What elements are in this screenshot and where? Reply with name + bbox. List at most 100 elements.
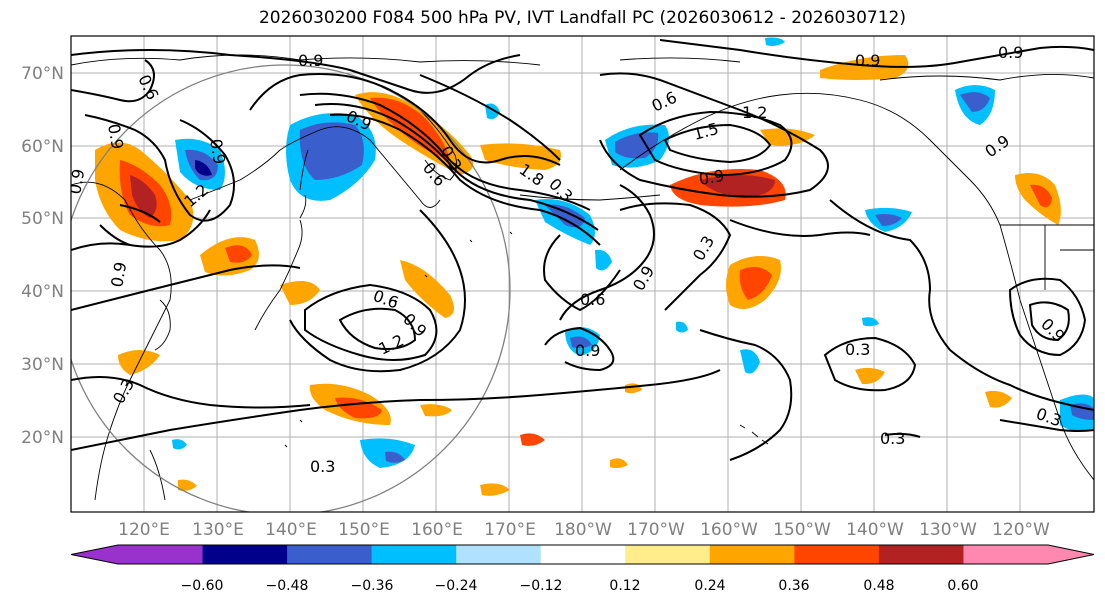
colorbar [70,544,1095,565]
contour-line [84,114,235,222]
lat-tick: 20°N [21,428,64,448]
contour-label: 0.9 [575,341,600,360]
contour-line [699,329,793,461]
shade-pos [335,397,382,419]
contour-line [638,110,793,177]
lon-tick: 170°W [627,520,685,540]
colorbar-tick: −0.24 [435,578,478,594]
coastlines [71,54,1094,501]
contour-label: 0.9 [65,167,88,195]
coast-russia-east [189,126,441,208]
colorbar-tick: −0.60 [181,578,224,594]
shade-pos [985,390,1012,408]
shade-pos [225,245,252,263]
contour-line [544,326,615,372]
contour-label: 0.9 [298,51,323,70]
colorbar-tick: −0.36 [351,578,394,594]
colorbar-extend-low [71,545,118,564]
range-circle [71,64,511,512]
coast-islands [284,231,513,448]
lon-tick: 140°W [846,520,904,540]
lon-tick: 160°W [700,520,758,540]
contour-line [71,59,155,103]
shade-pos [855,367,885,385]
colorbar-tick: 0.12 [609,578,640,594]
colorbar-bin [118,545,204,564]
shade-neg [875,214,902,226]
lon-tick: 130°E [192,520,244,540]
contour-line [823,336,917,392]
lon-tick: 180°W [554,520,612,540]
shade-neg [595,249,612,271]
contour-line [71,369,721,451]
shade-neg [299,122,364,180]
colorbar-tick: −0.48 [266,578,309,594]
contour-label: 0.9 [206,137,229,165]
coast-japan [254,194,307,331]
coast-sakhalin [299,149,309,191]
shade-pos [1030,184,1052,208]
shade-pos [178,479,197,491]
colorbar-bin [794,545,880,564]
shade-pos [700,175,775,198]
contour-line [304,283,438,361]
contour-line [338,307,417,350]
contour-line [729,219,871,237]
coast-north-america [999,224,1094,481]
lat-tick: 50°N [21,209,64,229]
chart-title: 2026030200 F084 500 hPa PV, IVT Landfall… [258,8,906,28]
shade-pos [480,483,510,496]
contour-label: 0.3 [845,340,870,359]
lat-tick-labels: 70°N 60°N 50°N 40°N 30°N 20°N [21,64,64,448]
lon-tick: 160°E [411,520,463,540]
colorbar-bin [709,545,795,564]
coast-kamchatka [419,109,458,181]
shade-neg [740,349,760,374]
shade-neg [765,37,785,46]
contour-line [419,74,561,161]
shade-neg [570,336,592,349]
contour-line [99,204,161,246]
shade-pos [820,55,909,80]
colorbar-tick: 0.60 [947,578,978,594]
shade-neg [195,160,212,176]
contour-line [599,72,829,198]
contour-line [71,264,301,311]
contour-line [71,49,521,94]
colorbar-outline [70,544,1095,565]
contour-line [999,419,1094,432]
coast-aleutians [519,194,661,201]
colorbar-bin [287,545,373,564]
contour-line [1028,301,1070,342]
colorbar-tick: 0.36 [778,578,809,594]
lat-tick: 30°N [21,355,64,375]
shade-neg [862,317,879,327]
coast-philippines [149,449,166,501]
contour-line [249,73,561,166]
contour-line [829,199,1094,411]
contour-label: 1.2 [742,103,767,122]
shade-neg [1070,403,1094,420]
shade-pos [520,433,545,446]
contour-label: 0.9 [998,43,1023,62]
pv-contours [71,39,1094,461]
shade-pos [739,266,772,300]
shade-pos [760,128,815,146]
colorbar-labels: −0.60 −0.48 −0.36 −0.24 −0.12 0.12 0.24 … [181,578,979,594]
lon-tick: 150°W [773,520,831,540]
colorbar-bin [202,545,288,564]
contour-line [884,432,921,438]
shade-neg [615,132,659,159]
colorbar-bin [456,545,542,564]
lon-tick: 120°E [118,520,170,540]
contour-line [659,39,1094,68]
contour-label: 0.9 [107,260,130,288]
shade-pos [130,175,157,218]
contour-line [543,234,621,312]
coast-arctic [71,54,1094,81]
coast-korea [154,299,171,351]
contour-label: 0.9 [855,51,880,70]
contour-label: 0.6 [580,290,605,309]
coast-alaska [619,92,1001,226]
